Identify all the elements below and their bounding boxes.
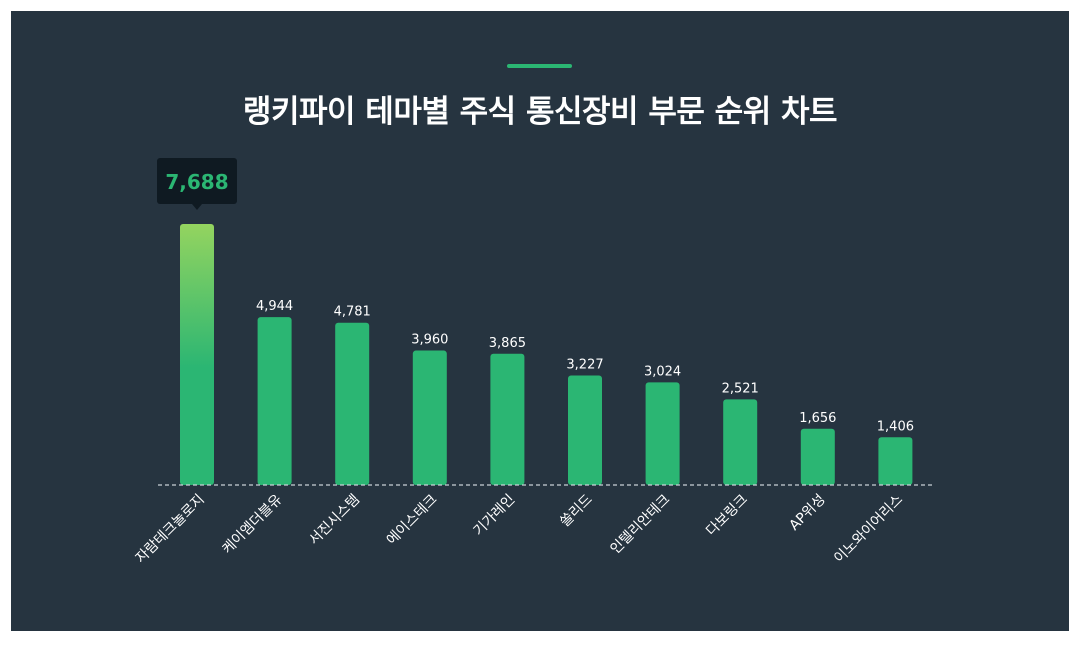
category-label-3: 서진시스템 (306, 492, 363, 549)
category-label-1: 자람테크놀로지 (133, 492, 208, 567)
tooltip-box (157, 158, 237, 204)
value-label-4: 3,960 (411, 333, 448, 348)
value-label-3: 4,781 (334, 305, 371, 320)
bar-7 (645, 382, 680, 485)
bar-4 (412, 350, 447, 485)
bar-1 (180, 224, 214, 485)
chart-title: 랭키파이 테마별 주식 통신장비 부문 순위 차트 (242, 94, 838, 130)
value-label-7: 3,024 (644, 364, 681, 379)
category-label-9: AP위성 (786, 492, 828, 534)
value-label-8: 2,521 (722, 381, 759, 396)
category-label-5: 기가레인 (470, 492, 518, 540)
value-label-9: 1,656 (799, 411, 836, 426)
bar-5 (490, 353, 525, 485)
category-label-8: 다보링크 (703, 491, 751, 539)
category-label-6: 쏠리드 (557, 491, 596, 530)
bar-2 (257, 317, 292, 485)
value-label-10: 1,406 (877, 419, 914, 434)
bar-6 (568, 375, 602, 485)
category-label-2: 케이엠더블유 (219, 491, 285, 557)
bar-3 (335, 322, 370, 485)
title-accent-line (507, 64, 572, 68)
category-label-10: 이노와이어리스 (831, 491, 906, 566)
tooltip-pointer (192, 204, 202, 210)
category-label-7: 인텔리안테크 (607, 491, 673, 557)
value-label-5: 3,865 (489, 336, 526, 351)
value-label-2: 4,944 (256, 299, 293, 314)
value-label-6: 3,227 (566, 357, 603, 372)
bar-9 (800, 428, 835, 485)
value-label-1: 7,688 (165, 170, 228, 194)
bar-10 (878, 437, 913, 485)
bar-8 (723, 399, 758, 485)
category-label-4: 에이스테크 (384, 491, 441, 548)
